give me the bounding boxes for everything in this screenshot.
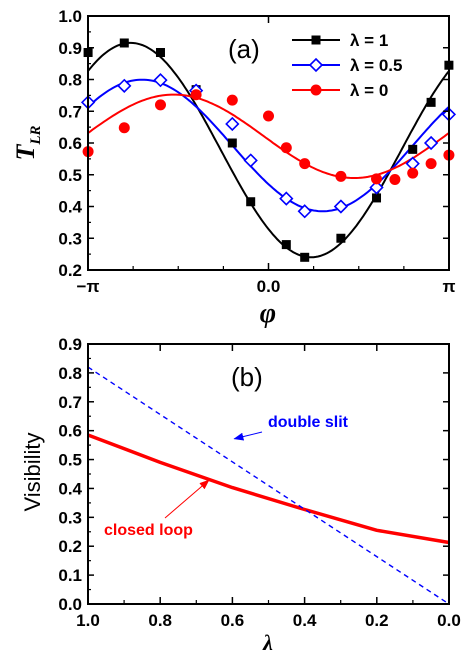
panel-a-curves [87,41,450,259]
panel-a-y-tick-labels: 0.2 0.3 0.4 0.5 0.6 0.7 0.8 0.9 1.0 [58,7,82,280]
series-0-point-5 [246,197,256,207]
panel-a: 0.2 0.3 0.4 0.5 0.6 0.7 0.8 0.9 1.0 −π 0.0 π (a) φ… [11,7,457,329]
series-1-line [87,78,450,213]
x-tick-label: π [442,277,455,296]
y-tick-label: 0.7 [58,102,82,121]
series-0-point-1 [119,38,129,48]
series-1-point-1 [117,78,132,93]
panel-a-label: (a) [228,34,260,64]
series-0-point-8 [336,233,346,243]
y-tick-label: 0.5 [58,166,82,185]
b-y-tick-label: 0.2 [58,537,82,556]
b-x-tick-label: 0.4 [293,611,317,630]
y-tick-label: 0.6 [58,134,82,153]
b-y-tick-label: 0.1 [58,566,82,585]
series-1-point-4 [225,116,240,132]
panel-b-curves [87,366,450,605]
series-2-point-11 [407,167,419,179]
series-0-point-9 [372,193,382,203]
y-tick-label: 0.9 [58,39,82,58]
series-0-point-11 [426,97,436,107]
b-y-tick-label: 0.7 [58,393,82,412]
panel-b-y-axis-title: Visibility [20,432,45,511]
legend-label-2: λ = 0 [350,81,388,100]
legend-marker-0 [311,35,321,45]
b-y-tick-label: 0.8 [58,364,82,383]
b-y-tick-label: 0.5 [58,451,82,470]
annotation-closed-loop-arrow [164,479,210,519]
panel-b-x-axis-title: λ [262,630,273,655]
series-2-point-5 [263,110,274,122]
series-2-point-8 [335,170,347,182]
panel-b-ticks [87,343,450,605]
b-y-tick-label: 0.9 [58,335,82,354]
series-2-point-3 [190,89,202,101]
series-2-point-7 [299,158,311,170]
y-tick-label: 0.2 [58,261,82,280]
annotation-double-slit: double slit [268,414,349,431]
panel-b-x-tick-labels: 1.0 0.8 0.6 0.4 0.2 0.0 [76,611,461,630]
series-0-point-4 [227,138,237,148]
panel-a-x-tick-labels: −π 0.0 π [77,277,456,296]
x-tick-label: −π [77,277,100,296]
panel-b-y-tick-labels: 0.0 0.1 0.2 0.3 0.4 0.5 0.6 0.7 0.8 0.9 [58,335,82,614]
panel-b-label: (b) [231,362,263,392]
series-0-point-6 [281,240,291,250]
legend-marker-1 [308,57,324,73]
series-1-point-7 [297,204,312,219]
b-y-tick-label: 0.0 [58,595,82,614]
series-double-slit-line [87,366,450,605]
series-closed-loop-line [87,433,450,545]
y-tick-label: 0.4 [58,198,82,217]
series-2-point-4 [226,94,238,106]
b-x-tick-label: 1.0 [76,611,100,630]
series-2-line [87,93,450,179]
legend-label-1: λ = 0.5 [350,56,402,75]
y-tick-label: 1.0 [58,7,82,26]
legend-label-0: λ = 1 [350,31,388,50]
b-y-tick-label: 0.4 [58,479,82,498]
series-0-line [87,41,450,259]
series-2-point-6 [280,142,292,154]
panel-b-frame [87,343,450,605]
series-1-point-11 [423,135,439,151]
y-axis-title-main: T [11,144,40,161]
series-1-point-9 [369,180,384,195]
series-1-point-8 [333,199,349,214]
series-0-point-10 [408,144,418,154]
panel-a-x-axis-title: φ [260,298,276,329]
annotation-closed-loop: closed loop [104,522,193,539]
series-2-point-9 [371,173,383,185]
series-0-point-2 [155,48,165,58]
legend-marker-2 [310,84,322,96]
series-1-point-5 [243,153,258,168]
series-2-point-2 [154,99,166,111]
series-2-point-10 [389,174,401,186]
b-y-tick-label: 0.6 [58,422,82,441]
panel-b: 0.0 0.1 0.2 0.3 0.4 0.5 0.6 0.7 0.8 0.9 1.0 0.8 0.6… [20,335,461,655]
panel-a-frame [87,15,450,271]
svg-text:TLR: TLR [11,125,44,160]
panel-b-annotations: double slit closed loop [104,414,349,539]
y-tick-label: 0.3 [58,229,82,248]
b-x-tick-label: 0.8 [148,611,172,630]
b-x-tick-label: 0.2 [365,611,389,630]
y-tick-label: 0.8 [58,71,82,90]
b-y-tick-label: 0.3 [58,508,82,527]
y-axis-title-subscript: LR [28,125,44,145]
series-2-point-12 [425,158,437,170]
series-2-point-1 [118,122,130,134]
b-x-tick-label: 0.6 [221,611,245,630]
series-1-point-6 [279,191,294,206]
panel-a-y-axis-title: TLR [11,125,44,160]
panel-a-ticks [87,15,450,271]
b-x-tick-label: 0.0 [437,611,461,630]
annotation-double-slit-arrow [233,431,263,441]
series-1-point-2 [153,73,168,88]
x-tick-label: 0.0 [257,277,281,296]
series-0-point-7 [300,252,310,262]
legend: λ = 1 λ = 0.5 λ = 0 [292,31,402,100]
